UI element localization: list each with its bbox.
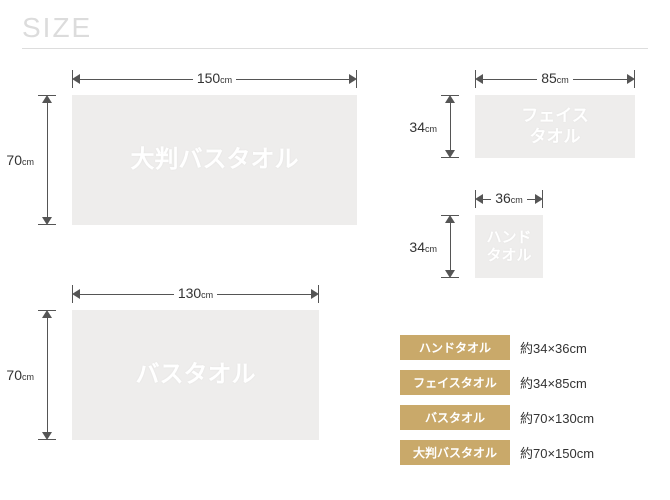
dim-h-face: 85cm [475,72,635,86]
towel-hand-label: ハンド タオル [486,229,531,265]
towel-large-bath: 大判バスタオル [72,95,357,225]
dim-h-large-bath-value: 150 [197,70,220,86]
legend-dim-face: 約34×85cm [520,373,587,392]
dim-v-face-value: 34 [409,119,425,135]
dim-h-face-unit: cm [557,75,569,85]
legend-tag-bath: バスタオル [400,405,510,430]
dim-v-bath: 70cm [40,310,54,440]
dim-v-face: 34cm [443,95,457,158]
dim-v-large-bath: 70cm [40,95,54,225]
dim-h-hand: 36cm [475,192,543,206]
dim-h-bath: 130cm [72,287,319,301]
dim-v-hand-unit: cm [425,244,437,254]
dim-h-large-bath-unit: cm [220,75,232,85]
dim-h-bath-unit: cm [201,290,213,300]
legend-row-large-bath: 大判バスタオル 約70×150cm [400,440,594,465]
towel-large-bath-label: 大判バスタオル [131,146,299,175]
dim-v-large-bath-unit: cm [22,157,34,167]
dim-h-bath-value: 130 [178,285,201,301]
dim-v-face-unit: cm [425,124,437,134]
legend-tag-large-bath: 大判バスタオル [400,440,510,465]
towel-face-label: フェイス タオル [521,106,589,147]
legend-row-face: フェイスタオル 約34×85cm [400,370,587,395]
legend-dim-hand: 約34×36cm [520,338,587,357]
dim-v-bath-unit: cm [22,372,34,382]
towel-bath: バスタオル [72,310,319,440]
size-header: SIZE [22,12,92,44]
legend-dim-large-bath: 約70×150cm [520,443,594,462]
towel-bath-label: バスタオル [136,361,256,390]
towel-hand: ハンド タオル [475,215,543,278]
towel-face: フェイス タオル [475,95,635,158]
legend-tag-hand: ハンドタオル [400,335,510,360]
dim-v-hand: 34cm [443,215,457,278]
legend-tag-face: フェイスタオル [400,370,510,395]
dim-h-large-bath: 150cm [72,72,357,86]
dim-h-hand-unit: cm [511,195,523,205]
dim-h-face-value: 85 [541,70,557,86]
legend-row-bath: バスタオル 約70×130cm [400,405,594,430]
legend-row-hand: ハンドタオル 約34×36cm [400,335,587,360]
legend-dim-bath: 約70×130cm [520,408,594,427]
dim-v-bath-value: 70 [6,367,22,383]
dim-h-hand-value: 36 [495,190,511,206]
header-divider [22,48,648,49]
dim-v-hand-value: 34 [409,239,425,255]
dim-v-large-bath-value: 70 [6,152,22,168]
